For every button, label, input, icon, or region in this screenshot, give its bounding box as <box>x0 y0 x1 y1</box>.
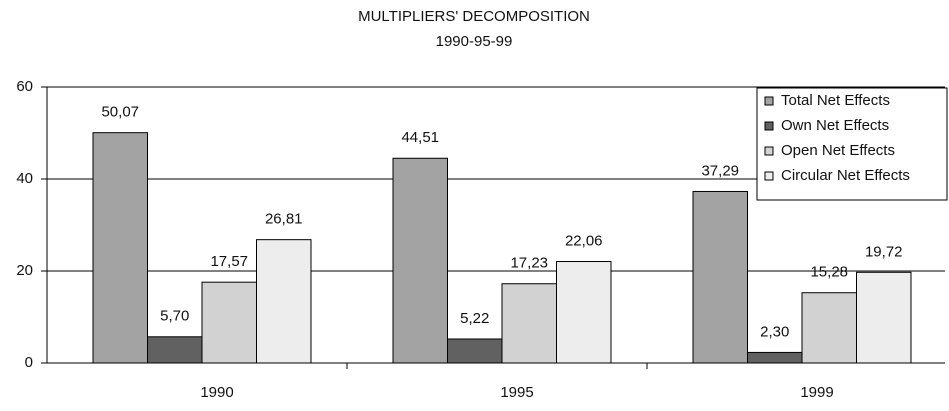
value-label: 5,22 <box>460 310 489 327</box>
bar <box>801 292 857 364</box>
y-tick-label: 0 <box>25 354 33 371</box>
value-label: 26,81 <box>265 211 303 228</box>
legend-box <box>756 87 948 201</box>
legend-label: Open Net Effects <box>781 142 895 159</box>
value-label: 50,07 <box>101 104 139 121</box>
bar <box>856 271 912 364</box>
value-label: 19,72 <box>865 243 903 260</box>
bar <box>692 190 748 364</box>
bar <box>256 239 312 364</box>
value-label: 15,28 <box>810 264 848 281</box>
bar <box>747 351 803 364</box>
value-label: 44,51 <box>401 129 439 146</box>
value-label: 37,29 <box>701 162 739 179</box>
x-tick-label: 1990 <box>200 384 233 401</box>
value-label: 2,30 <box>760 323 789 340</box>
legend-swatch <box>764 171 774 181</box>
bar <box>147 336 203 364</box>
bar <box>392 157 448 364</box>
legend-swatch <box>764 121 774 131</box>
bar <box>556 261 612 364</box>
bar <box>92 132 148 364</box>
value-label: 17,57 <box>210 253 248 270</box>
legend-label: Total Net Effects <box>781 92 890 109</box>
legend-swatch <box>764 146 774 156</box>
legend-label: Circular Net Effects <box>781 167 910 184</box>
bar <box>201 281 257 364</box>
legend-swatch <box>764 96 774 106</box>
y-tick-label: 60 <box>16 78 33 95</box>
y-tick-label: 40 <box>16 170 33 187</box>
y-tick-label: 20 <box>16 262 33 279</box>
bar <box>501 283 557 364</box>
chart-title: MULTIPLIERS' DECOMPOSITION <box>358 8 590 25</box>
value-label: 5,70 <box>160 308 189 325</box>
chart-subtitle: 1990-95-99 <box>436 33 513 50</box>
value-label: 22,06 <box>565 232 603 249</box>
value-label: 17,23 <box>510 255 548 272</box>
x-tick-label: 1995 <box>500 384 533 401</box>
x-tick-label: 1999 <box>800 384 833 401</box>
legend-label: Own Net Effects <box>781 117 889 134</box>
bar <box>447 338 503 364</box>
